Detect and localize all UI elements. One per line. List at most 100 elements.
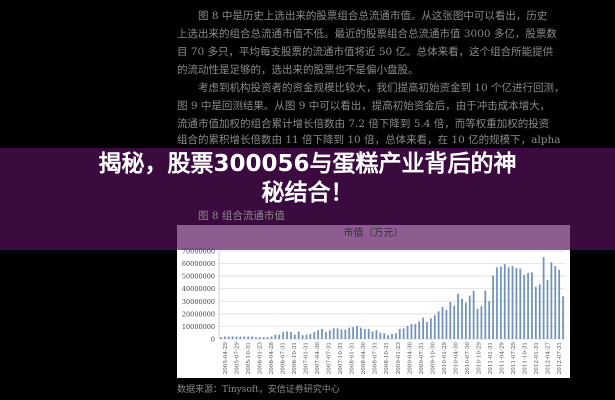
bar: [247, 336, 250, 339]
bar: [255, 337, 257, 339]
bar: [356, 325, 358, 339]
x-tick-label: 2007-07-31: [327, 342, 333, 374]
chart-title: 市值（万元）: [343, 228, 404, 239]
bar: [406, 325, 409, 339]
x-tick-label: 2012-04-27: [546, 342, 552, 375]
bar: [398, 328, 401, 339]
bar: [282, 332, 285, 339]
bar: [262, 337, 265, 339]
bar: [251, 336, 253, 339]
x-tick-label: 2008-01-31: [350, 342, 356, 374]
bar: [461, 298, 463, 339]
headline: 揭秘，股票300056与蛋糕产业背后的神 秘结合！: [0, 150, 615, 208]
bar: [554, 266, 557, 339]
x-tick-label: 2005-10-31: [246, 342, 252, 374]
x-tick-label: 2009-04-30: [407, 342, 413, 375]
bar: [414, 323, 417, 339]
bar: [301, 335, 304, 339]
bar: [383, 333, 386, 339]
bar: [290, 332, 292, 339]
bar: [426, 322, 428, 339]
x-tick-label: 2010-10-29: [477, 342, 483, 375]
x-tick-label: 2007-01-31: [304, 342, 310, 374]
y-tick-label: 50000000: [182, 273, 215, 281]
x-tick-label: 2012-01-31: [534, 342, 540, 374]
paragraph-line: 目 70 多只，平均每支股票的流通市值将近 50 亿。总体来看，这个组合所能提供: [177, 46, 554, 58]
headline-banner: [0, 148, 615, 250]
x-tick-label: 2011-07-29: [511, 342, 517, 375]
bar: [239, 336, 242, 339]
bar: [546, 279, 549, 339]
bar: [367, 328, 370, 339]
bar: [410, 323, 413, 339]
x-tick-label: 2009-01-23: [396, 342, 402, 375]
bar: [476, 308, 479, 339]
paragraph-line: 流通市值加权的组合累计增长倍数由 7.2 倍下降到 5.4 倍，而等权重加权的投…: [177, 118, 550, 130]
paragraph-line: 组合的累积增长倍数由 11 倍下降到 10 倍，总体来看，在 10 亿的规模下，…: [177, 134, 561, 146]
bar: [492, 275, 494, 339]
y-tick-label: 30000000: [182, 298, 215, 306]
x-tick-label: 2005-04-29: [223, 342, 229, 375]
x-tick-label: 2007-10-31: [338, 342, 344, 374]
x-tick-label: 2006-04-28: [269, 342, 275, 375]
bar: [503, 264, 506, 339]
bar: [480, 306, 483, 339]
bar: [507, 267, 510, 339]
bar: [437, 311, 440, 339]
paragraph-line: 图 8 中是历史上选出来的股票组合总流通市值。从这张图中可以看出，历史: [177, 10, 548, 22]
bar: [336, 328, 339, 339]
bar: [542, 257, 545, 339]
bar: [515, 267, 518, 339]
headline-line-1: 揭秘，股票300056与蛋糕产业背后的神: [98, 151, 517, 177]
x-tick-label: 2011-10-31: [523, 342, 529, 374]
bar: [313, 332, 316, 339]
bar: [511, 266, 514, 339]
paragraph-line: 图 9 中是回测结果。从图 9 中可以看出，提高初始资金后，由于冲击成本增大，: [177, 100, 551, 112]
y-tick-label: 60000000: [182, 260, 215, 268]
x-tick-label: 2010-04-30: [453, 342, 459, 375]
x-tick-label: 2008-07-31: [373, 342, 379, 374]
bar: [499, 266, 502, 339]
bar: [531, 272, 533, 339]
bar: [243, 336, 246, 339]
bar: [387, 335, 389, 339]
bar: [340, 329, 343, 339]
x-tick-label: 2009-07-31: [419, 342, 425, 374]
bar: [220, 337, 222, 339]
x-tick-label: 2008-04-30: [361, 342, 367, 375]
bar: [278, 334, 281, 339]
bar: [445, 310, 448, 339]
bar: [266, 337, 269, 339]
bar: [325, 332, 327, 339]
data-source: 数据来源：Tinysoft，安信证券研究中心: [177, 385, 340, 395]
x-tick-label: 2006-01-23: [257, 342, 263, 375]
bar: [538, 284, 541, 339]
bar: [534, 286, 537, 339]
bar: [422, 317, 424, 339]
bar: [395, 333, 397, 339]
x-tick-label: 2010-07-30: [465, 342, 471, 375]
figure-caption: 图 8 组合流通市值: [177, 210, 285, 222]
bar: [449, 301, 452, 339]
bar: [523, 274, 526, 339]
bar: [496, 267, 498, 339]
bar: [309, 333, 312, 339]
x-tick-label: 2012-07-31: [557, 342, 563, 374]
x-tick-label: 2007-04-30: [315, 342, 321, 375]
bar: [227, 336, 230, 339]
bar: [418, 321, 421, 339]
headline-line-2: 秘结合！: [261, 180, 354, 206]
chart-svg: 0 10000000 20000000 30000000 40000000 5000000…: [182, 248, 565, 375]
bar: [468, 295, 471, 339]
bar: [274, 334, 277, 339]
x-tick-label: 2008-10-31: [384, 342, 390, 374]
y-tick-label: 40000000: [182, 285, 215, 293]
bar: [371, 331, 374, 339]
bar: [375, 330, 378, 339]
paragraph-line: 上选出来的组合总流通市值不低。最近的股票组合总流通市值 3000 多亿，股票数: [177, 28, 557, 40]
bar: [270, 336, 273, 339]
market-value-chart: 0 10000000 20000000 30000000 40000000 5000000…: [177, 225, 570, 378]
x-tick-label: 2005-07-29: [234, 342, 240, 375]
bar: [223, 336, 226, 339]
